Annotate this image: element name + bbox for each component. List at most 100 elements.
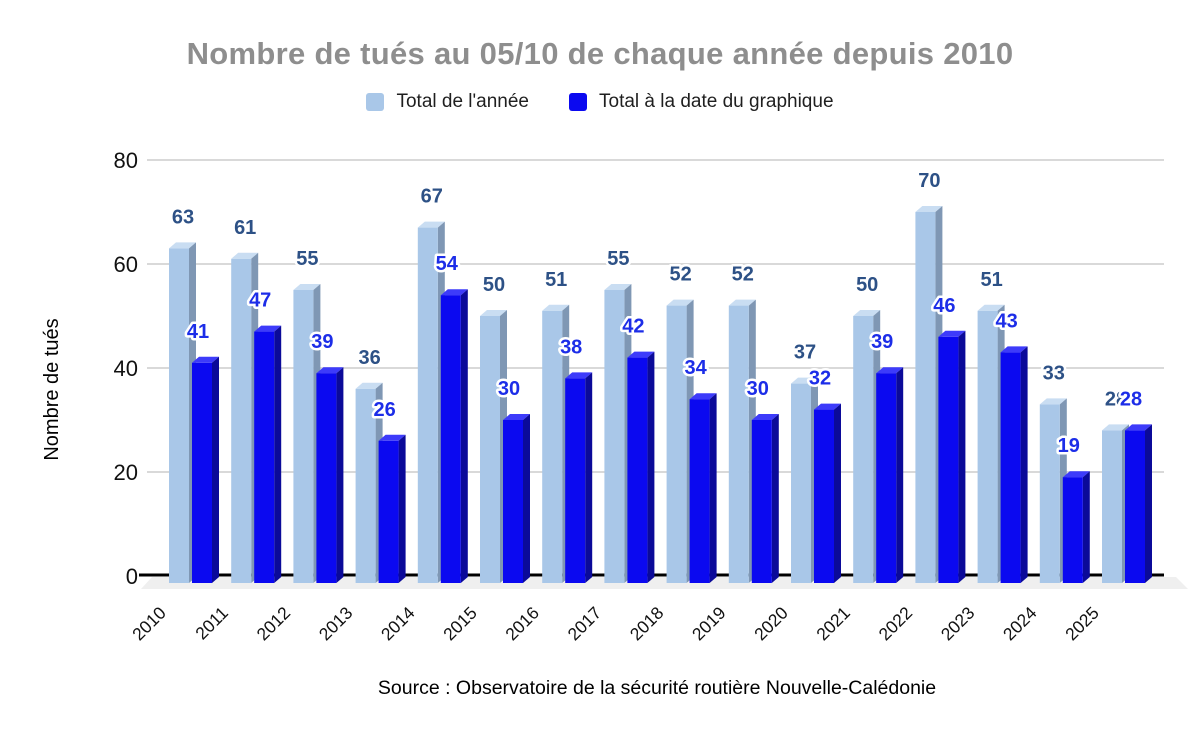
bar-s1-2015-top	[503, 414, 530, 420]
bar-s1-2018-front	[689, 399, 710, 583]
bar-s1-2017-side	[647, 351, 655, 583]
bar-s1-2020-front	[814, 409, 834, 583]
bar-s0-2023-front	[977, 310, 998, 583]
bar-s1-2012-front	[316, 373, 337, 583]
bar-s0-2014-front	[417, 227, 438, 583]
bar-s0-2016-top	[542, 304, 570, 311]
bar-s1-2011-top	[254, 325, 282, 332]
value-label-s1-2018: 34	[684, 357, 707, 379]
gridline-20	[147, 471, 1164, 473]
x-tick-label-2025: 2025	[1061, 603, 1103, 645]
bar-s0-2010-top	[169, 242, 196, 249]
bar-s0-2025-top	[1102, 424, 1129, 431]
x-tick-label-2011: 2011	[191, 603, 232, 644]
x-tick-label-2022: 2022	[875, 603, 917, 645]
value-label-s1-2022: 46	[933, 295, 955, 317]
bar-s0-2015-front	[480, 316, 500, 583]
value-label-s0-2018: 52	[669, 264, 691, 286]
x-tick-label-2023: 2023	[937, 603, 979, 645]
bar-s0-2015-top	[480, 310, 507, 316]
bar-s0-2022-front	[915, 212, 936, 583]
bar-s1-2021-top	[876, 367, 904, 374]
x-tick-label-2017: 2017	[564, 603, 606, 645]
value-label-s1-2017: 42	[622, 316, 644, 338]
value-label-s1-2015: 30	[498, 378, 520, 400]
legend-label-total-date: Total à la date du graphique	[599, 91, 834, 112]
legend-swatch-total-annee	[366, 93, 385, 111]
bar-s1-2022-top	[938, 330, 966, 337]
y-tick-label-40: 40	[114, 356, 138, 381]
value-label-s0-2021: 50	[856, 274, 878, 296]
bar-s0-2010-front	[169, 248, 189, 583]
value-label-s1-2020: 32	[809, 368, 831, 390]
bar-s0-2021-top	[853, 310, 881, 316]
value-label-s0-2011: 61	[234, 217, 256, 239]
bar-s1-2025-front	[1125, 430, 1145, 583]
bar-s1-2014-side	[460, 289, 468, 583]
x-tick-label-2024: 2024	[999, 603, 1041, 645]
gridline-60	[147, 263, 1164, 265]
bar-s0-2021-front	[853, 316, 874, 583]
value-label-s1-2010: 41	[187, 321, 209, 343]
bar-s1-2013-front	[378, 440, 399, 583]
value-label-s0-2014: 67	[421, 186, 443, 208]
bar-s0-2019-front	[728, 305, 749, 583]
bar-s1-2021-front	[876, 373, 897, 583]
bar-s1-2016-side	[585, 372, 593, 583]
bar-s1-2012-side	[336, 367, 344, 583]
bar-s0-2013-front	[355, 388, 376, 583]
value-label-s0-2019: 52	[732, 264, 754, 286]
bar-s0-2017-front	[604, 290, 625, 583]
y-tick-label-80: 80	[114, 148, 138, 173]
gridline-80	[147, 159, 1164, 161]
source-caption: Source : Observatoire de la sécurité rou…	[377, 677, 937, 699]
bar-s1-2023-top	[1000, 346, 1028, 353]
bar-s1-2024-front	[1062, 477, 1083, 583]
chart-title: Nombre de tués au 05/10 de chaque année …	[186, 36, 1014, 71]
value-label-s1-2013: 26	[373, 399, 395, 421]
gridline-40	[147, 367, 1164, 369]
bar-s0-2011-top	[231, 252, 259, 259]
bar-s0-2012-top	[293, 284, 321, 290]
value-label-s1-2019: 30	[747, 378, 769, 400]
x-tick-label-2012: 2012	[253, 603, 295, 645]
bar-s1-2019-side	[771, 414, 779, 583]
bar-s0-2019-top	[728, 299, 756, 306]
bar-s1-2022-front	[938, 336, 959, 583]
bar-s1-2016-front	[565, 378, 586, 583]
bar-s1-2017-front	[627, 357, 648, 583]
bar-s0-2013-top	[355, 382, 383, 389]
value-label-s0-2015: 50	[483, 274, 505, 296]
legend: Total de l'année Total à la date du grap…	[0, 91, 1200, 113]
bar-s0-2022-top	[915, 206, 943, 212]
x-tick-label-2016: 2016	[501, 603, 543, 645]
bar-s0-2024-front	[1039, 404, 1060, 583]
value-label-s0-2013: 36	[358, 347, 380, 369]
x-tick-label-2019: 2019	[688, 603, 730, 645]
bar-s1-2017-top	[627, 351, 655, 358]
value-label-s0-2010: 63	[172, 206, 194, 228]
bar-s1-2020-side	[834, 403, 841, 583]
value-label-s0-2023: 51	[980, 269, 1002, 291]
bar-s0-2014-top	[417, 221, 445, 228]
bar-s1-2018-top	[689, 393, 717, 400]
bar-s1-2011-side	[274, 325, 282, 583]
bar-s1-2022-side	[958, 330, 966, 583]
bar-s0-2017-top	[604, 284, 632, 290]
bar-s1-2025-side	[1145, 424, 1152, 583]
bar-s1-2010-top	[192, 356, 219, 363]
bar-s1-2015-front	[503, 420, 523, 583]
y-tick-label-60: 60	[114, 252, 138, 277]
value-label-s1-2023: 43	[995, 310, 1017, 332]
bar-s0-2012-front	[293, 290, 314, 583]
bar-s1-2014-front	[440, 295, 461, 583]
legend-swatch-total-date	[569, 93, 587, 111]
bar-s1-2011-front	[254, 331, 275, 583]
bar-s1-2019-top	[751, 414, 779, 420]
value-label-s0-2017: 55	[607, 248, 629, 270]
bar-s1-2023-front	[1000, 352, 1021, 583]
bar-s1-2015-side	[523, 414, 530, 583]
x-tick-label-2021: 2021	[812, 603, 854, 645]
bar-s1-2019-front	[751, 420, 772, 583]
